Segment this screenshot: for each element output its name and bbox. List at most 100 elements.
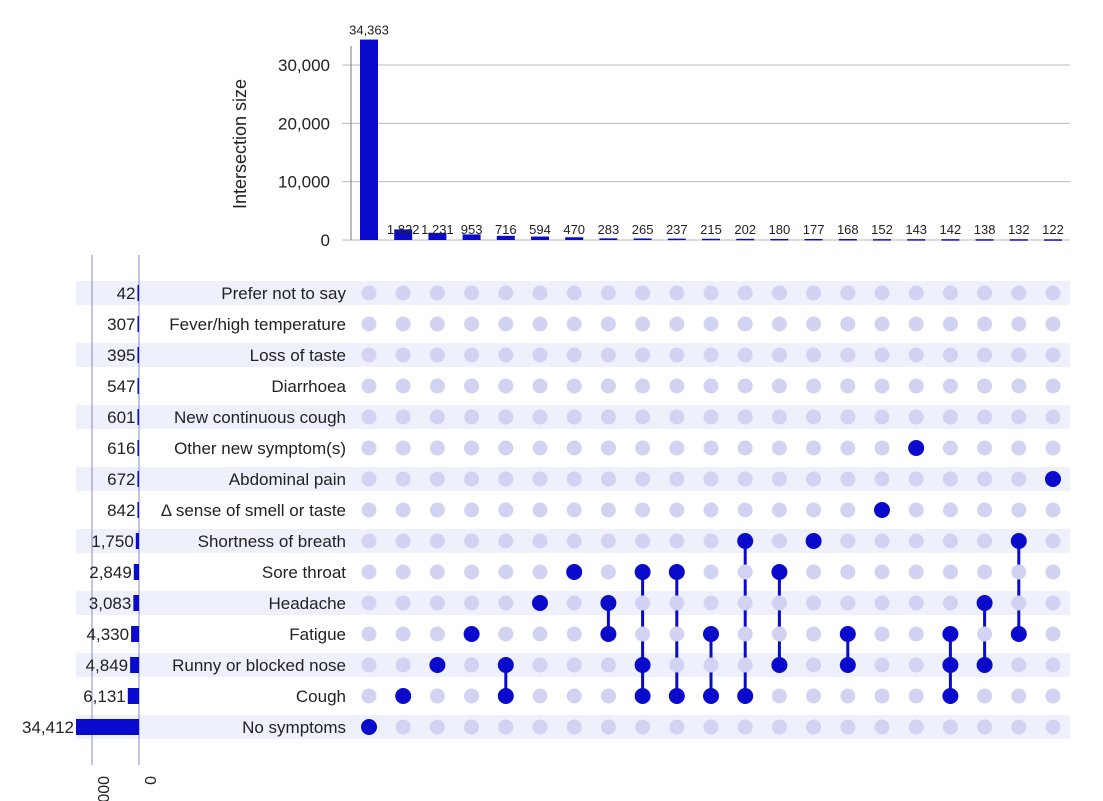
- matrix-dot-inactive: [498, 471, 514, 487]
- matrix-dot-inactive: [771, 502, 787, 518]
- matrix-dot-inactive: [874, 719, 890, 735]
- matrix-dot-inactive: [840, 440, 856, 456]
- set-size-tick-label: 000: [94, 776, 111, 801]
- matrix-dot-active: [463, 626, 480, 642]
- matrix-dot-inactive: [429, 471, 445, 487]
- matrix-dot-inactive: [806, 657, 822, 673]
- matrix-dot-inactive: [464, 471, 480, 487]
- matrix-dot-inactive: [600, 533, 616, 549]
- matrix-dot-inactive: [532, 564, 548, 580]
- intersection-bar-label: 237: [666, 222, 688, 237]
- matrix-dot-inactive: [532, 347, 548, 363]
- set-name-label: Fever/high temperature: [169, 315, 346, 334]
- matrix-dot-active: [737, 533, 754, 549]
- matrix-dot-inactive: [1045, 595, 1061, 611]
- matrix-dot-inactive: [737, 595, 753, 611]
- matrix-dot-inactive: [977, 409, 993, 425]
- intersection-bar: [565, 237, 584, 240]
- intersection-bar-label: 953: [461, 222, 483, 237]
- matrix-dot-inactive: [395, 533, 411, 549]
- matrix-dot-inactive: [669, 502, 685, 518]
- matrix-dot-active: [429, 657, 446, 673]
- matrix-dot-active: [805, 533, 822, 549]
- set-size-bar: [135, 533, 139, 549]
- matrix-dot-inactive: [737, 502, 753, 518]
- matrix-dot-inactive: [669, 471, 685, 487]
- y-axis: 0 10,000 20,000 30,000: [278, 46, 352, 250]
- set-size-label: 4,849: [86, 656, 129, 675]
- y-tick-label: 0: [321, 231, 330, 250]
- matrix-dot-inactive: [429, 285, 445, 301]
- matrix-dot-inactive: [771, 378, 787, 394]
- matrix-dot-inactive: [1011, 378, 1027, 394]
- matrix-dot-inactive: [942, 440, 958, 456]
- matrix-dot-inactive: [703, 719, 719, 735]
- matrix-dot-inactive: [429, 688, 445, 704]
- matrix-dot-inactive: [600, 657, 616, 673]
- set-name-label: Headache: [268, 594, 346, 613]
- matrix-dot-inactive: [566, 285, 582, 301]
- matrix-dot-inactive: [361, 347, 377, 363]
- matrix-dot-inactive: [669, 285, 685, 301]
- set-name-label: Other new symptom(s): [174, 439, 346, 458]
- matrix-dot-inactive: [771, 347, 787, 363]
- matrix-dot-inactive: [771, 440, 787, 456]
- matrix-dot-inactive: [429, 502, 445, 518]
- set-size-label: 672: [107, 470, 135, 489]
- matrix-dot-inactive: [566, 626, 582, 642]
- intersection-bar-label: 180: [769, 222, 791, 237]
- intersection-bar: [599, 238, 618, 240]
- set-size-label: 842: [107, 501, 135, 520]
- matrix-dot-inactive: [771, 316, 787, 332]
- intersection-bar-label: 716: [495, 222, 517, 237]
- matrix-dot-inactive: [874, 285, 890, 301]
- matrix-dot-active: [497, 688, 514, 704]
- intersection-bars: 34,363 1,822 1,231 953 716 594 470 283 265 237 215…: [349, 23, 1064, 241]
- matrix-dot-inactive: [361, 285, 377, 301]
- matrix-dot-inactive: [600, 502, 616, 518]
- set-size-bar: [137, 440, 139, 456]
- matrix-dot-inactive: [806, 719, 822, 735]
- matrix-dot-active: [1045, 471, 1061, 487]
- matrix-dot-inactive: [771, 285, 787, 301]
- matrix-dot-inactive: [703, 502, 719, 518]
- set-size-label: 42: [117, 284, 136, 303]
- matrix-dot-inactive: [874, 626, 890, 642]
- matrix-dot-inactive: [737, 440, 753, 456]
- matrix-dot-inactive: [429, 626, 445, 642]
- matrix-dot-inactive: [908, 409, 924, 425]
- matrix-dot-inactive: [395, 316, 411, 332]
- matrix-dot-inactive: [908, 378, 924, 394]
- matrix-dot-inactive: [703, 285, 719, 301]
- matrix-dot-inactive: [977, 688, 993, 704]
- matrix-dot-active: [361, 719, 377, 735]
- matrix-dot-inactive: [429, 533, 445, 549]
- matrix-dot-inactive: [669, 595, 685, 611]
- matrix-dot-inactive: [669, 719, 685, 735]
- matrix-dot-inactive: [806, 316, 822, 332]
- matrix-dot-inactive: [532, 688, 548, 704]
- matrix-dot-active: [634, 688, 651, 704]
- intersection-bar: [428, 232, 447, 240]
- intersection-bar: [667, 238, 686, 241]
- matrix-dot-inactive: [942, 347, 958, 363]
- matrix-dot-inactive: [771, 626, 787, 642]
- matrix-dot-inactive: [874, 688, 890, 704]
- intersection-bar: [360, 39, 378, 241]
- matrix-dot-inactive: [1011, 347, 1027, 363]
- matrix-dot-inactive: [908, 316, 924, 332]
- set-size-bar: [130, 657, 139, 673]
- matrix-dot-active: [566, 564, 583, 580]
- matrix-dot-inactive: [532, 285, 548, 301]
- matrix-dot-active: [942, 688, 959, 704]
- matrix-dot-inactive: [908, 657, 924, 673]
- matrix-dot-inactive: [1011, 316, 1027, 332]
- set-name-label: Abdominal pain: [229, 470, 346, 489]
- matrix-dot-inactive: [840, 316, 856, 332]
- matrix-dot-inactive: [635, 626, 651, 642]
- matrix-dot-inactive: [1045, 533, 1061, 549]
- matrix-dot-inactive: [361, 688, 377, 704]
- intersection-bar: [462, 234, 481, 240]
- matrix-dot-inactive: [703, 595, 719, 611]
- matrix-dot-inactive: [1045, 409, 1061, 425]
